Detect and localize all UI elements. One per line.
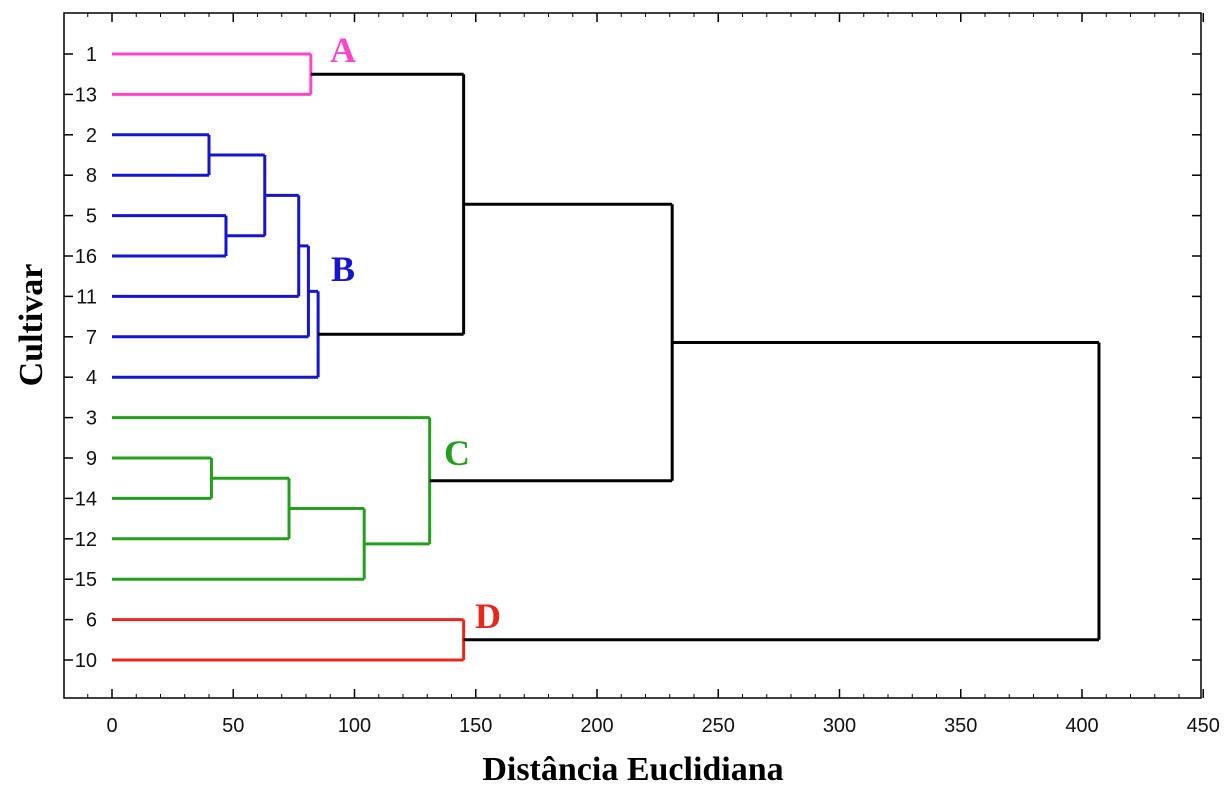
cluster-labels: A B C D [330, 30, 501, 636]
leaf-label-5: 5 [86, 206, 97, 228]
x-tick-label: 0 [106, 715, 117, 737]
cluster-label-A: A [330, 30, 356, 70]
leaf-label-16: 16 [75, 246, 97, 268]
dendrogram-links [112, 52, 1101, 662]
x-tick-label: 450 [1187, 715, 1220, 737]
leaf-label-10: 10 [75, 650, 97, 672]
x-tick-label: 350 [944, 715, 977, 737]
leaf-label-2: 2 [86, 125, 97, 147]
x-tick-label: 100 [338, 715, 371, 737]
leaf-label-15: 15 [75, 569, 97, 591]
x-tick-label: 50 [222, 715, 244, 737]
leaf-label-14: 14 [75, 488, 97, 510]
leaf-label-7: 7 [86, 327, 97, 349]
leaf-label-1: 1 [86, 44, 97, 66]
cluster-label-C: C [444, 433, 470, 473]
leaf-label-9: 9 [86, 448, 97, 470]
leaf-label-6: 6 [86, 610, 97, 632]
leaf-label-12: 12 [75, 529, 97, 551]
leaf-label-4: 4 [86, 367, 97, 389]
x-axis-title: Distância Euclidiana [482, 751, 783, 788]
x-tick-label: 400 [1065, 715, 1098, 737]
leaf-label-3: 3 [86, 408, 97, 430]
x-tick-label: 150 [459, 715, 492, 737]
leaf-label-13: 13 [75, 84, 97, 106]
x-tick-label: 250 [702, 715, 735, 737]
y-axis-title: Cultivar [13, 264, 50, 387]
x-axis-ticks: 0 50 100 150 200 250 300 350 400 450 [87, 13, 1220, 737]
plot-frame [63, 12, 1202, 699]
cluster-label-D: D [475, 596, 501, 636]
x-tick-label: 200 [580, 715, 613, 737]
leaf-label-8: 8 [86, 165, 97, 187]
cluster-label-B: B [331, 249, 355, 289]
y-axis-ticks: 1 13 2 8 5 16 11 7 4 3 9 14 12 15 6 10 [64, 44, 1201, 672]
x-tick-label: 300 [823, 715, 856, 737]
leaf-label-11: 11 [76, 286, 97, 308]
